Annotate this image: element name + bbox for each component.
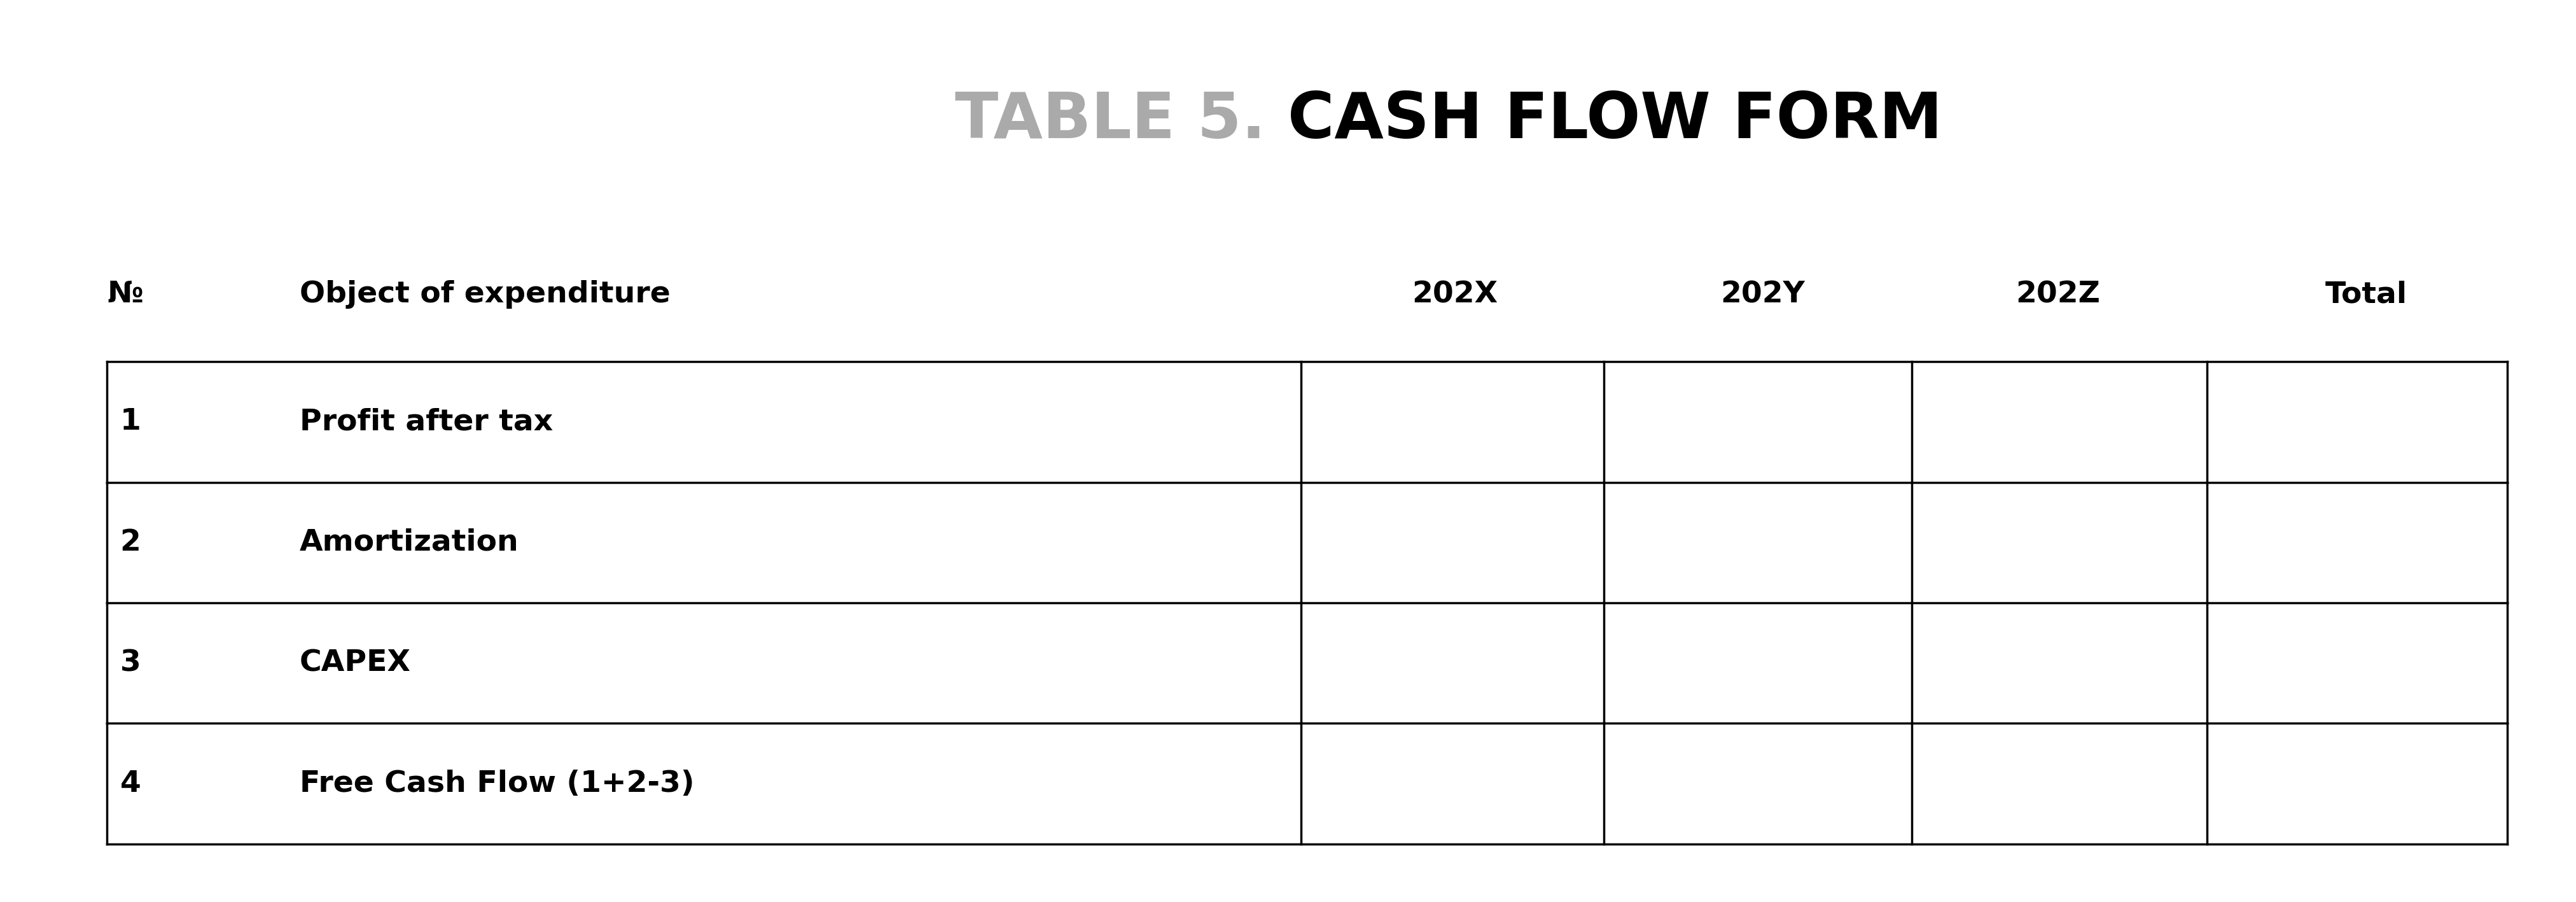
Text: Free Cash Flow (1+2-3): Free Cash Flow (1+2-3) <box>299 769 696 798</box>
Text: CASH FLOW FORM: CASH FLOW FORM <box>1288 89 1942 152</box>
Text: 1: 1 <box>121 408 142 437</box>
Text: TABLE 5.: TABLE 5. <box>956 89 1288 152</box>
Text: 202Z: 202Z <box>2017 281 2099 309</box>
Text: Object of expenditure: Object of expenditure <box>299 281 670 309</box>
Text: 4: 4 <box>121 769 142 798</box>
Text: 3: 3 <box>121 649 142 677</box>
Text: №: № <box>108 281 144 309</box>
Text: Amortization: Amortization <box>299 529 518 557</box>
Text: Total: Total <box>2326 281 2409 309</box>
Text: Profit after tax: Profit after tax <box>299 408 554 437</box>
Text: 202Y: 202Y <box>1721 281 1806 309</box>
Text: 202X: 202X <box>1412 281 1497 309</box>
Text: CAPEX: CAPEX <box>299 649 412 677</box>
Text: 2: 2 <box>121 529 142 557</box>
